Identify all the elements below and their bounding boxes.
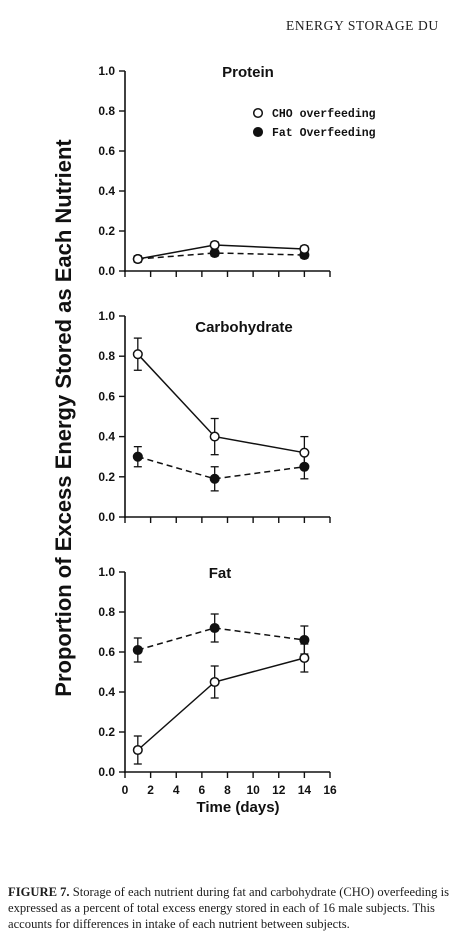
data-point-cho-overfeeding: [132, 744, 143, 756]
y-tick-label: 1.0: [98, 309, 115, 323]
x-tick-label: 12: [272, 783, 286, 797]
caption-label: FIGURE 7.: [8, 885, 70, 899]
series-line-fat-overfeeding: [137, 455, 305, 480]
y-axis-label: Proportion of Excess Energy Stored as Ea…: [51, 139, 76, 697]
data-point-cho-overfeeding: [299, 652, 310, 664]
data-point-cho-overfeeding: [209, 676, 220, 688]
y-tick-label: 0.6: [98, 645, 115, 659]
data-point-cho-overfeeding: [299, 243, 310, 255]
y-tick-label: 1.0: [98, 64, 115, 78]
panel-title: Protein: [222, 64, 274, 81]
series-line-cho-overfeeding: [137, 657, 305, 751]
y-tick-label: 0.4: [98, 430, 115, 444]
caption-text: Storage of each nutrient during fat and …: [8, 885, 450, 931]
data-point-cho-overfeeding: [132, 349, 143, 360]
panel-title: Fat: [209, 565, 232, 582]
figure-caption: FIGURE 7. Storage of each nutrient durin…: [8, 884, 450, 932]
y-tick-label: 0.6: [98, 144, 115, 158]
y-tick-label: 1.0: [98, 565, 115, 579]
y-tick-label: 0.4: [98, 184, 115, 198]
data-point-cho-overfeeding: [209, 431, 220, 442]
y-tick-label: 0.0: [98, 510, 115, 524]
y-tick-label: 0.2: [98, 470, 115, 484]
y-tick-label: 0.8: [98, 605, 115, 619]
x-tick-label: 14: [298, 783, 312, 797]
series-line-fat-overfeeding: [137, 252, 305, 260]
y-tick-label: 0.8: [98, 104, 115, 118]
panel-fat: 0.0 0.2 0.4 0.6 0.8 1.0 0 2 4 6 8 10 12 14 16 Fat: [98, 565, 337, 797]
panel-carbohydrate: 0.0 0.2 0.4 0.6 0.8 1.0 Carbohydrate: [98, 309, 331, 524]
legend-marker-filled: [252, 126, 264, 138]
x-tick-label: 8: [224, 783, 231, 797]
y-tick-label: 0.4: [98, 685, 115, 699]
legend: CHO overfeeding Fat Overfeeding: [252, 107, 376, 140]
data-point-cho-overfeeding: [132, 253, 143, 265]
x-tick-label: 2: [147, 783, 154, 797]
series-line-fat-overfeeding: [137, 627, 305, 651]
y-tick-label: 0.0: [98, 765, 115, 779]
x-tick-label: 6: [199, 783, 206, 797]
series-line-cho-overfeeding: [137, 353, 305, 454]
y-tick-label: 0.8: [98, 349, 115, 363]
data-point-fat-overfeeding: [209, 473, 220, 484]
x-tick-label: 0: [122, 783, 129, 797]
panel-protein: 0.0 0.2 0.4 0.6 0.8 1.0 Protein CHO overfeeding…: [98, 64, 375, 278]
page-header: ENERGY STORAGE DU: [286, 18, 439, 33]
y-tick-label: 0.6: [98, 389, 115, 403]
x-tick-label: 16: [323, 783, 337, 797]
legend-marker-open: [252, 107, 264, 119]
x-axis-label: Time (days): [196, 799, 279, 816]
x-tick-label: 10: [246, 783, 260, 797]
data-point-fat-overfeeding: [132, 644, 143, 656]
x-tick-label: 4: [173, 783, 180, 797]
legend-label: CHO overfeeding: [272, 108, 376, 121]
legend-label: Fat Overfeeding: [272, 127, 376, 140]
data-point-fat-overfeeding: [299, 634, 310, 646]
y-tick-label: 0.2: [98, 224, 115, 238]
data-point-fat-overfeeding: [132, 451, 143, 462]
y-tick-label: 0.2: [98, 725, 115, 739]
data-point-cho-overfeeding: [209, 239, 220, 251]
data-point-fat-overfeeding: [209, 622, 220, 634]
data-point-cho-overfeeding: [299, 447, 310, 458]
panel-title: Carbohydrate: [195, 319, 293, 336]
y-tick-label: 0.0: [98, 264, 115, 278]
